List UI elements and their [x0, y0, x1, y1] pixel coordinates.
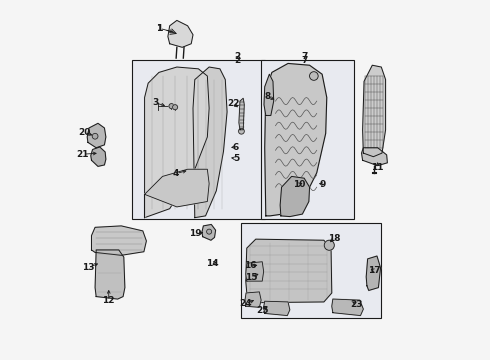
Text: 2: 2 — [234, 51, 240, 60]
Text: 9: 9 — [320, 180, 326, 189]
Polygon shape — [280, 176, 310, 217]
Text: 12: 12 — [102, 296, 115, 305]
Bar — [261, 60, 354, 220]
Text: 16: 16 — [244, 261, 257, 270]
Text: 22: 22 — [227, 99, 240, 108]
Text: 17: 17 — [368, 266, 381, 275]
Circle shape — [92, 134, 98, 139]
Text: 11: 11 — [371, 163, 384, 172]
Text: 4: 4 — [173, 169, 179, 178]
Polygon shape — [145, 67, 209, 218]
Polygon shape — [245, 239, 332, 303]
Text: 8: 8 — [264, 92, 270, 101]
Polygon shape — [245, 262, 264, 281]
Circle shape — [169, 104, 174, 109]
Polygon shape — [239, 98, 245, 130]
Polygon shape — [362, 148, 388, 166]
Polygon shape — [265, 63, 327, 216]
Polygon shape — [91, 147, 106, 166]
Circle shape — [172, 105, 177, 110]
Polygon shape — [332, 299, 364, 316]
Polygon shape — [168, 21, 193, 47]
Text: 7: 7 — [301, 56, 307, 65]
Text: 20: 20 — [78, 128, 91, 137]
Text: 23: 23 — [351, 300, 363, 309]
Polygon shape — [193, 67, 227, 218]
Text: 18: 18 — [328, 234, 340, 243]
Polygon shape — [87, 123, 106, 148]
Polygon shape — [92, 226, 147, 255]
Polygon shape — [363, 65, 386, 157]
Text: 13: 13 — [82, 264, 94, 273]
Text: 7: 7 — [301, 51, 307, 60]
Text: 1: 1 — [156, 24, 163, 33]
Text: 3: 3 — [152, 98, 158, 107]
Polygon shape — [264, 74, 274, 116]
Text: 25: 25 — [256, 306, 269, 315]
Circle shape — [324, 240, 334, 250]
Text: 10: 10 — [293, 180, 305, 189]
Polygon shape — [366, 256, 381, 291]
Circle shape — [239, 129, 245, 134]
Polygon shape — [95, 250, 125, 299]
Circle shape — [310, 72, 318, 80]
Bar — [132, 60, 265, 220]
Text: 24: 24 — [240, 299, 252, 308]
Text: 15: 15 — [245, 273, 258, 282]
Text: 14: 14 — [206, 259, 219, 268]
Text: 5: 5 — [233, 154, 239, 163]
Polygon shape — [202, 225, 216, 240]
Polygon shape — [145, 169, 209, 218]
Text: 19: 19 — [189, 229, 202, 238]
Bar — [242, 223, 381, 318]
Text: 1: 1 — [156, 24, 163, 33]
Text: 2: 2 — [234, 56, 240, 65]
Circle shape — [207, 229, 212, 234]
Text: 6: 6 — [233, 143, 239, 152]
Polygon shape — [245, 292, 261, 307]
Text: 21: 21 — [76, 150, 89, 159]
Polygon shape — [264, 301, 290, 316]
